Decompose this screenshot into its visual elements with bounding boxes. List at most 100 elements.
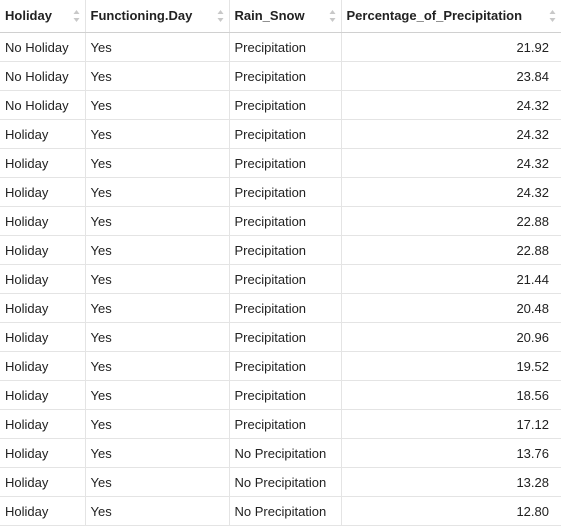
table-row: Holiday Yes Precipitation 24.32 (0, 119, 561, 149)
cell-percentage-of-precipitation: 13.28 (341, 467, 561, 497)
cell-functioning-day: Yes (85, 61, 230, 91)
cell-percentage-of-precipitation: 20.48 (341, 293, 561, 323)
cell-rain-snow: Precipitation (229, 409, 342, 439)
table-row: Holiday Yes No Precipitation 12.80 (0, 496, 561, 526)
cell-functioning-day: Yes (85, 148, 230, 178)
table-row: Holiday Yes Precipitation 22.88 (0, 235, 561, 265)
cell-rain-snow: Precipitation (229, 264, 342, 294)
cell-holiday: Holiday (0, 119, 86, 149)
cell-percentage-of-precipitation: 12.80 (341, 496, 561, 526)
cell-rain-snow: Precipitation (229, 206, 342, 236)
cell-functioning-day: Yes (85, 322, 230, 352)
cell-holiday: Holiday (0, 322, 86, 352)
column-header-label: Functioning.Day (90, 7, 193, 23)
cell-percentage-of-precipitation: 21.92 (341, 32, 561, 62)
cell-rain-snow: No Precipitation (229, 496, 342, 526)
cell-functioning-day: Yes (85, 293, 230, 323)
sort-icon[interactable] (73, 9, 80, 23)
cell-percentage-of-precipitation: 22.88 (341, 206, 561, 236)
table-row: Holiday Yes Precipitation 24.32 (0, 148, 561, 178)
cell-percentage-of-precipitation: 24.32 (341, 119, 561, 149)
cell-holiday: Holiday (0, 293, 86, 323)
cell-percentage-of-precipitation: 19.52 (341, 351, 561, 381)
cell-percentage-of-precipitation: 18.56 (341, 380, 561, 410)
table-row: Holiday Yes No Precipitation 13.28 (0, 467, 561, 497)
cell-functioning-day: Yes (85, 467, 230, 497)
cell-holiday: Holiday (0, 235, 86, 265)
cell-percentage-of-precipitation: 20.96 (341, 322, 561, 352)
cell-percentage-of-precipitation: 24.32 (341, 148, 561, 178)
cell-functioning-day: Yes (85, 351, 230, 381)
cell-functioning-day: Yes (85, 496, 230, 526)
table-row: No Holiday Yes Precipitation 21.92 (0, 32, 561, 62)
cell-percentage-of-precipitation: 23.84 (341, 61, 561, 91)
cell-holiday: Holiday (0, 467, 86, 497)
cell-holiday: No Holiday (0, 61, 86, 91)
sort-icon[interactable] (329, 9, 336, 23)
cell-functioning-day: Yes (85, 235, 230, 265)
cell-rain-snow: Precipitation (229, 32, 342, 62)
cell-rain-snow: Precipitation (229, 148, 342, 178)
sort-icon[interactable] (549, 9, 556, 23)
cell-holiday: Holiday (0, 496, 86, 526)
cell-rain-snow: Precipitation (229, 90, 342, 120)
column-header-percentage-of-precipitation[interactable]: Percentage_of_Precipitation (341, 0, 561, 33)
cell-rain-snow: Precipitation (229, 380, 342, 410)
cell-rain-snow: Precipitation (229, 322, 342, 352)
cell-functioning-day: Yes (85, 90, 230, 120)
table-row: Holiday Yes Precipitation 20.48 (0, 293, 561, 323)
table-row: Holiday Yes Precipitation 21.44 (0, 264, 561, 294)
cell-functioning-day: Yes (85, 177, 230, 207)
cell-holiday: Holiday (0, 438, 86, 468)
cell-percentage-of-precipitation: 24.32 (341, 177, 561, 207)
table-row: Holiday Yes Precipitation 17.12 (0, 409, 561, 439)
column-header-holiday[interactable]: Holiday (0, 0, 86, 33)
table-row: Holiday Yes Precipitation 19.52 (0, 351, 561, 381)
table-row: Holiday Yes Precipitation 20.96 (0, 322, 561, 352)
cell-rain-snow: No Precipitation (229, 438, 342, 468)
cell-percentage-of-precipitation: 22.88 (341, 235, 561, 265)
cell-rain-snow: Precipitation (229, 61, 342, 91)
cell-rain-snow: Precipitation (229, 177, 342, 207)
table-row: Holiday Yes Precipitation 22.88 (0, 206, 561, 236)
cell-functioning-day: Yes (85, 264, 230, 294)
cell-holiday: Holiday (0, 380, 86, 410)
cell-percentage-of-precipitation: 24.32 (341, 90, 561, 120)
cell-holiday: No Holiday (0, 32, 86, 62)
cell-functioning-day: Yes (85, 438, 230, 468)
sort-icon[interactable] (217, 9, 224, 23)
cell-rain-snow: No Precipitation (229, 467, 342, 497)
table-body: No Holiday Yes Precipitation 21.92 No Holida… (0, 32, 561, 526)
cell-rain-snow: Precipitation (229, 235, 342, 265)
table-row: No Holiday Yes Precipitation 24.32 (0, 90, 561, 120)
column-header-functioning-day[interactable]: Functioning.Day (85, 0, 230, 33)
cell-holiday: Holiday (0, 351, 86, 381)
cell-holiday: Holiday (0, 148, 86, 178)
cell-rain-snow: Precipitation (229, 351, 342, 381)
cell-percentage-of-precipitation: 17.12 (341, 409, 561, 439)
cell-holiday: No Holiday (0, 90, 86, 120)
table-row: Holiday Yes Precipitation 18.56 (0, 380, 561, 410)
cell-holiday: Holiday (0, 264, 86, 294)
cell-rain-snow: Precipitation (229, 119, 342, 149)
header-row: Holiday Functioning.Day Rain_Snow Percen… (0, 0, 561, 33)
cell-rain-snow: Precipitation (229, 293, 342, 323)
table-row: Holiday Yes No Precipitation 13.76 (0, 438, 561, 468)
cell-percentage-of-precipitation: 13.76 (341, 438, 561, 468)
table-row: Holiday Yes Precipitation 24.32 (0, 177, 561, 207)
cell-functioning-day: Yes (85, 119, 230, 149)
cell-holiday: Holiday (0, 409, 86, 439)
cell-functioning-day: Yes (85, 32, 230, 62)
column-header-rain-snow[interactable]: Rain_Snow (229, 0, 342, 33)
cell-holiday: Holiday (0, 177, 86, 207)
column-header-label: Percentage_of_Precipitation (346, 7, 523, 23)
cell-functioning-day: Yes (85, 380, 230, 410)
cell-percentage-of-precipitation: 21.44 (341, 264, 561, 294)
cell-functioning-day: Yes (85, 206, 230, 236)
table-row: No Holiday Yes Precipitation 23.84 (0, 61, 561, 91)
column-header-label: Rain_Snow (234, 7, 305, 23)
cell-functioning-day: Yes (85, 409, 230, 439)
cell-holiday: Holiday (0, 206, 86, 236)
